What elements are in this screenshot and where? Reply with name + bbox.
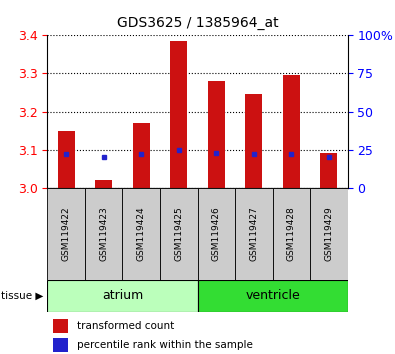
Bar bbox=[283, 75, 300, 188]
Text: tissue ▶: tissue ▶ bbox=[1, 291, 43, 301]
Text: GSM119427: GSM119427 bbox=[249, 206, 258, 261]
Text: GSM119424: GSM119424 bbox=[137, 206, 146, 261]
Bar bbox=[170, 41, 187, 188]
Bar bbox=[133, 123, 150, 188]
Text: GSM119428: GSM119428 bbox=[287, 206, 296, 261]
Bar bbox=[235, 188, 273, 280]
Bar bbox=[58, 131, 75, 188]
Bar bbox=[95, 180, 112, 188]
Text: GSM119426: GSM119426 bbox=[212, 206, 221, 261]
Bar bbox=[310, 188, 348, 280]
Text: transformed count: transformed count bbox=[77, 321, 174, 331]
Bar bbox=[85, 188, 122, 280]
Bar bbox=[53, 338, 68, 352]
Bar bbox=[208, 81, 225, 188]
Bar bbox=[160, 188, 198, 280]
Bar bbox=[198, 188, 235, 280]
Bar bbox=[245, 95, 262, 188]
Text: GDS3625 / 1385964_at: GDS3625 / 1385964_at bbox=[117, 16, 278, 30]
Bar bbox=[320, 153, 337, 188]
Text: GSM119429: GSM119429 bbox=[324, 206, 333, 261]
Bar bbox=[198, 280, 348, 312]
Bar bbox=[273, 188, 310, 280]
Text: atrium: atrium bbox=[102, 289, 143, 302]
Text: GSM119423: GSM119423 bbox=[99, 206, 108, 261]
Text: GSM119422: GSM119422 bbox=[62, 206, 71, 261]
Text: ventricle: ventricle bbox=[245, 289, 300, 302]
Bar bbox=[47, 188, 85, 280]
Bar bbox=[53, 319, 68, 333]
Bar bbox=[122, 188, 160, 280]
Bar bbox=[47, 280, 198, 312]
Text: percentile rank within the sample: percentile rank within the sample bbox=[77, 341, 253, 350]
Text: GSM119425: GSM119425 bbox=[174, 206, 183, 261]
